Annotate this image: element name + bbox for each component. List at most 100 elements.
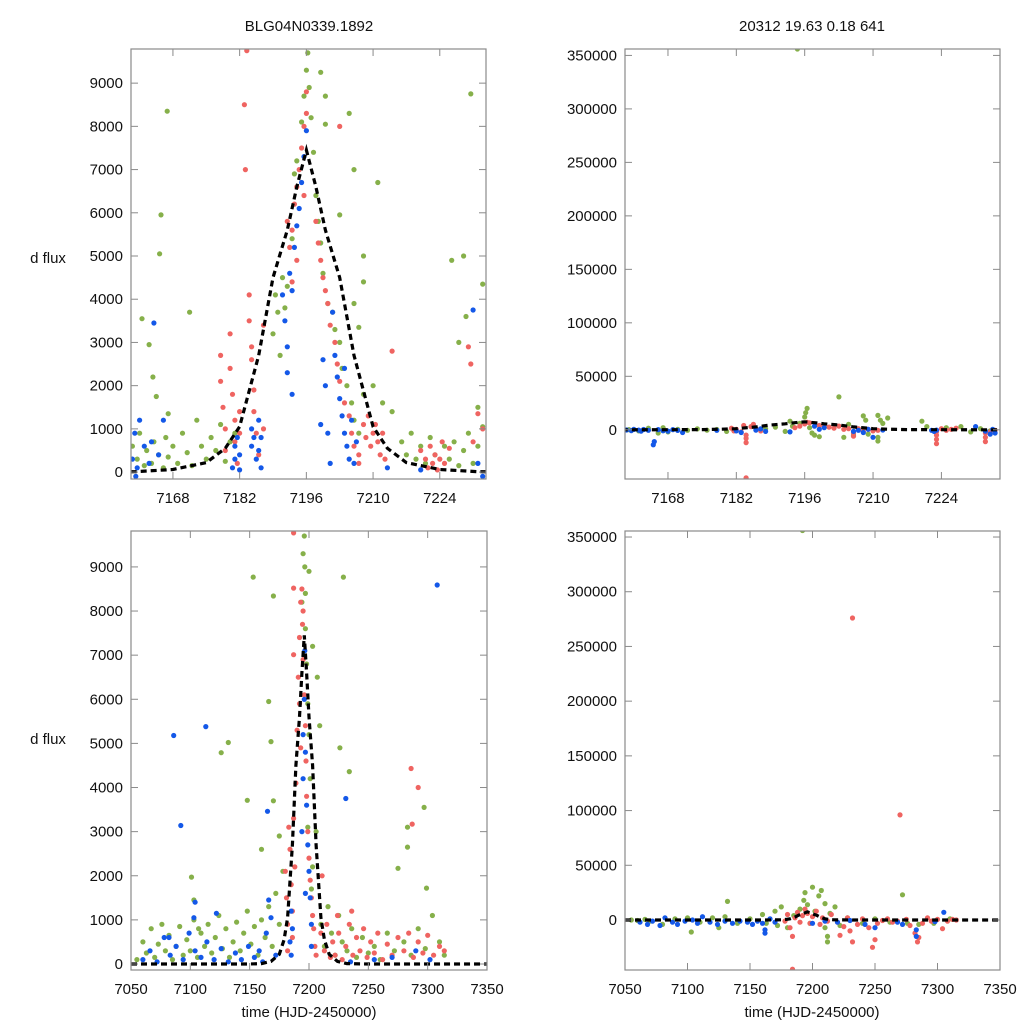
data-point-blue	[344, 443, 350, 449]
data-point-blue	[161, 934, 167, 941]
data-point-red	[222, 426, 228, 432]
data-point-red	[410, 954, 416, 961]
data-point-red	[437, 456, 443, 462]
data-point-green	[162, 948, 168, 954]
y-tick-label: 150000	[567, 261, 617, 278]
data-point-green	[284, 283, 290, 289]
data-point-green	[244, 908, 250, 914]
data-point-green	[299, 119, 305, 125]
data-point-red	[227, 365, 233, 371]
y-axis-label-bottom-left: d flux	[30, 731, 66, 748]
data-point-blue	[389, 954, 395, 961]
data-point-red	[305, 829, 311, 835]
data-point-green	[139, 316, 145, 322]
data-point-blue	[305, 842, 311, 848]
plot-frame	[624, 48, 1001, 480]
data-point-green	[787, 418, 793, 424]
data-point-red	[298, 599, 304, 605]
data-point-red	[468, 361, 474, 367]
data-point-green	[899, 892, 906, 898]
data-point-green	[863, 417, 869, 423]
data-point-green	[270, 798, 276, 804]
data-point-red	[332, 339, 338, 345]
data-point-blue	[289, 288, 295, 294]
data-point-red	[850, 433, 857, 439]
data-point-red	[301, 692, 307, 698]
data-point-red	[337, 123, 343, 129]
data-point-blue	[256, 447, 262, 454]
data-point-red	[743, 435, 749, 441]
data-point-red	[826, 424, 832, 430]
data-point-red	[375, 439, 381, 445]
x-tick-label: 7350	[470, 981, 503, 998]
data-point-green	[772, 908, 778, 914]
data-point-blue	[131, 456, 135, 462]
data-point-green	[360, 253, 367, 259]
data-point-green	[152, 954, 158, 961]
data-point-green	[763, 920, 769, 926]
data-point-blue	[160, 417, 166, 423]
plot-area	[625, 49, 1000, 479]
data-point-green	[846, 421, 852, 427]
data-point-red	[303, 758, 309, 764]
data-point-green	[408, 430, 414, 436]
data-point-green	[305, 824, 311, 830]
data-point-red	[356, 460, 362, 466]
data-point-green	[429, 912, 435, 919]
y-tick-label: 1000	[90, 912, 123, 929]
data-point-green	[337, 745, 343, 751]
data-point-red	[249, 357, 255, 363]
x-tick-label: 7050	[608, 981, 641, 998]
data-point-green	[198, 930, 204, 936]
data-point-blue	[699, 914, 706, 920]
data-point-green	[351, 300, 357, 307]
data-point-red	[933, 441, 940, 447]
y-tick-label: 7000	[90, 647, 123, 664]
data-point-green	[225, 739, 231, 746]
data-point-red	[220, 404, 226, 410]
data-point-blue	[288, 908, 294, 914]
data-point-green	[782, 428, 788, 434]
data-point-green	[164, 108, 170, 114]
data-point-blue	[787, 429, 793, 435]
data-point-red	[439, 439, 445, 445]
data-point-blue	[234, 434, 240, 441]
data-point-red	[313, 218, 319, 224]
data-point-green	[213, 447, 219, 454]
data-point-green	[307, 776, 313, 782]
data-point-red	[872, 937, 878, 943]
data-point-green	[230, 939, 236, 945]
data-point-red	[789, 933, 796, 940]
data-point-blue	[302, 890, 308, 897]
data-point-green	[404, 824, 411, 830]
data-point-blue	[337, 396, 343, 402]
data-point-green	[313, 192, 319, 199]
x-tick-label: 7168	[156, 490, 189, 507]
y-tick-label: 6000	[90, 691, 123, 708]
data-point-green	[266, 698, 272, 705]
data-point-blue	[763, 428, 769, 434]
data-point-green	[346, 110, 352, 116]
data-point-green	[413, 456, 419, 462]
data-point-green	[875, 438, 881, 444]
data-point-red	[787, 925, 793, 931]
x-tick-label: 7150	[233, 981, 266, 998]
data-point-blue	[306, 868, 312, 874]
data-point-red	[406, 930, 412, 936]
data-point-red	[222, 447, 228, 454]
data-point-red	[322, 288, 328, 294]
data-point-red	[256, 452, 262, 458]
data-point-green	[822, 925, 828, 931]
data-point-blue	[308, 943, 314, 950]
data-point-red	[315, 240, 321, 246]
data-point-blue	[418, 467, 424, 473]
data-point-blue	[171, 732, 177, 739]
data-point-red	[349, 430, 355, 436]
data-point-blue	[327, 460, 333, 466]
y-tick-label: 1000	[90, 421, 123, 438]
data-point-red	[380, 430, 386, 436]
data-point-blue	[872, 925, 878, 931]
data-point-blue	[339, 413, 345, 419]
data-point-green	[365, 950, 371, 956]
